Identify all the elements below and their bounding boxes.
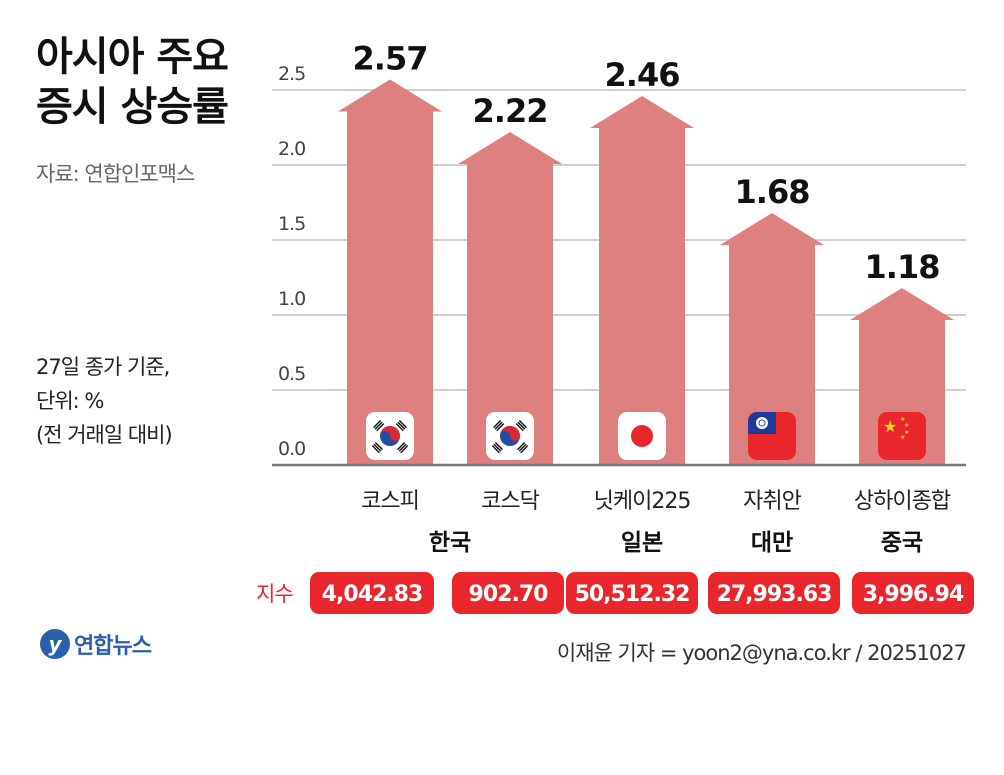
logo-mark-icon: y <box>40 629 70 659</box>
country-label: 중국 <box>881 530 923 556</box>
category-label: 코스피 <box>361 489 419 514</box>
note-line: 단위: % <box>36 389 104 413</box>
bar-arrow <box>590 96 694 465</box>
kr-flag-icon <box>366 412 414 460</box>
index-value: 3,996.94 <box>863 582 964 607</box>
title-line-1: 아시아 주요 <box>36 34 229 80</box>
index-badge <box>310 572 434 614</box>
country-label: 대만 <box>751 530 793 556</box>
bar-chart: 0.0 0.5 1.0 1.5 2.0 2.5 2.57 코스피 4,042.83 2.22 코스닥… <box>272 40 974 614</box>
data-label: 2.46 <box>605 56 680 94</box>
index-value: 902.70 <box>469 582 549 607</box>
y-tick-label: 1.5 <box>278 213 305 235</box>
tw-flag-icon <box>748 412 796 460</box>
category-label: 상하이종합 <box>854 489 951 514</box>
index-badge <box>852 572 974 614</box>
index-badge <box>452 572 564 614</box>
index-value: 4,042.83 <box>322 582 423 607</box>
data-label: 1.18 <box>865 248 940 286</box>
category-label: 자취안 <box>743 489 801 514</box>
note-line: (전 거래일 대비) <box>36 423 173 447</box>
category-label: 닛케이225 <box>594 489 691 514</box>
y-tick-label: 0.0 <box>278 438 305 460</box>
source-text: 자료: 연합인포맥스 <box>36 162 195 186</box>
index-value: 50,512.32 <box>575 582 690 607</box>
data-label: 1.68 <box>735 173 810 211</box>
unit-note: 27일 종가 기준, 단위: % (전 거래일 대비) <box>36 350 173 452</box>
svg-text:★: ★ <box>904 422 909 429</box>
jp-flag-icon <box>618 412 666 460</box>
chart-title: 아시아 주요 증시 상승률 <box>36 32 229 132</box>
country-label: 한국 <box>429 530 471 556</box>
y-tick-label: 2.5 <box>278 63 305 85</box>
svg-text:★: ★ <box>883 417 897 436</box>
logo-text: 연합뉴스 <box>74 634 152 659</box>
y-tick-label: 0.5 <box>278 363 305 385</box>
index-label: 지수 <box>256 582 294 606</box>
bar-arrow <box>338 79 442 465</box>
svg-text:★: ★ <box>904 429 909 436</box>
bar-arrow <box>458 132 562 465</box>
kr-flag-icon <box>486 412 534 460</box>
index-badge <box>566 572 698 614</box>
svg-text:★: ★ <box>900 434 905 441</box>
title-line-2: 증시 상승률 <box>36 84 229 130</box>
credit-text: 이재윤 기자 = yoon2@yna.co.kr / 20251027 <box>556 641 967 665</box>
data-label: 2.57 <box>353 40 428 78</box>
data-label: 2.22 <box>473 92 548 130</box>
cn-flag-icon: ★ ★★★★ <box>878 412 926 460</box>
index-value: 27,993.63 <box>717 582 832 607</box>
yonhap-logo: y 연합뉴스 <box>40 628 152 660</box>
index-badge <box>708 572 840 614</box>
category-label: 코스닥 <box>481 489 539 514</box>
bar-arrow <box>850 288 954 465</box>
y-tick-label: 1.0 <box>278 288 305 310</box>
bar-arrow <box>720 213 824 465</box>
note-line: 27일 종가 기준, <box>36 355 170 379</box>
y-tick-label: 2.0 <box>278 138 305 160</box>
svg-text:★: ★ <box>900 416 905 423</box>
country-label: 일본 <box>621 530 663 556</box>
